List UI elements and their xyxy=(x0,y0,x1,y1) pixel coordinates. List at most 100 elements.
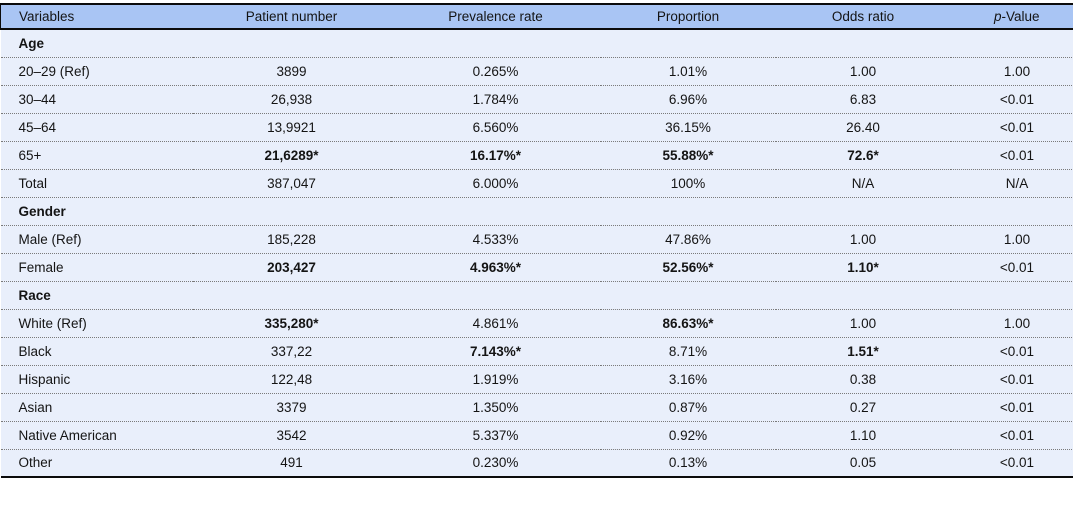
cell-p-value: 1.00 xyxy=(950,225,1073,254)
cell-proportion: 3.16% xyxy=(600,365,776,394)
cell-variables: Female xyxy=(0,253,193,282)
cell-p-value: <0.01 xyxy=(950,393,1073,422)
cell-proportion: 8.71% xyxy=(600,337,776,366)
table-row: Hispanic 122,48 1.919% 3.16% 0.38 <0.01 xyxy=(0,365,1073,394)
cell-prevalence-rate: 4.963%* xyxy=(390,253,601,282)
cell-prevalence-rate: 0.230% xyxy=(390,449,601,478)
cell-odds-ratio: 1.00 xyxy=(775,309,951,338)
column-header-variables: Variables xyxy=(0,3,193,30)
column-header-patient-number: Patient number xyxy=(192,3,391,30)
cell-prevalence-rate: 6.560% xyxy=(390,113,601,142)
table-row: Black 337,22 7.143%* 8.71% 1.51* <0.01 xyxy=(0,337,1073,366)
table-row: Other 491 0.230% 0.13% 0.05 <0.01 xyxy=(0,449,1073,478)
section-row-gender: Gender xyxy=(0,197,1073,226)
section-row-age: Age xyxy=(0,29,1073,58)
table-row: Female 203,427 4.963%* 52.56%* 1.10* <0.01 xyxy=(0,253,1073,282)
cell-patient-number: 21,6289* xyxy=(192,141,391,170)
table-body: Age 20–29 (Ref) 3899 0.265% 1.01% 1.00 1.00 30–… xyxy=(0,29,1073,478)
cell-p-value: 1.00 xyxy=(950,57,1073,86)
cell-patient-number: 387,047 xyxy=(192,169,391,198)
cell-odds-ratio: 1.00 xyxy=(775,57,951,86)
cell-p-value: <0.01 xyxy=(950,113,1073,142)
table-header: Variables Patient number Prevalence rate Pr… xyxy=(0,3,1073,30)
cell-p-value: 1.00 xyxy=(950,309,1073,338)
cell-proportion: 100% xyxy=(600,169,776,198)
cell-prevalence-rate: 16.17%* xyxy=(390,141,601,170)
table-row: Native American 3542 5.337% 0.92% 1.10 <0.01 xyxy=(0,421,1073,450)
cell-p-value: <0.01 xyxy=(950,141,1073,170)
cell-prevalence-rate: 1.919% xyxy=(390,365,601,394)
table-row: Total 387,047 6.000% 100% N/A N/A xyxy=(0,169,1073,198)
table-row: 30–44 26,938 1.784% 6.96% 6.83 <0.01 xyxy=(0,85,1073,114)
cell-proportion: 55.88%* xyxy=(600,141,776,170)
cell-odds-ratio: 0.38 xyxy=(775,365,951,394)
cell-variables: Asian xyxy=(0,393,193,422)
cell-p-value: <0.01 xyxy=(950,365,1073,394)
cell-odds-ratio: 1.10 xyxy=(775,421,951,450)
statistics-table-container: Variables Patient number Prevalence rate Pr… xyxy=(0,3,1073,478)
cell-proportion: 0.87% xyxy=(600,393,776,422)
cell-p-value: <0.01 xyxy=(950,337,1073,366)
cell-variables: Black xyxy=(0,337,193,366)
cell-variables: Other xyxy=(0,449,193,478)
cell-odds-ratio: 1.10* xyxy=(775,253,951,282)
table-row: 65+ 21,6289* 16.17%* 55.88%* 72.6* <0.01 xyxy=(0,141,1073,170)
cell-prevalence-rate: 7.143%* xyxy=(390,337,601,366)
cell-odds-ratio: 6.83 xyxy=(775,85,951,114)
cell-prevalence-rate: 4.533% xyxy=(390,225,601,254)
cell-patient-number: 26,938 xyxy=(192,85,391,114)
cell-odds-ratio: 72.6* xyxy=(775,141,951,170)
section-row-race: Race xyxy=(0,281,1073,310)
cell-proportion: 0.13% xyxy=(600,449,776,478)
cell-prevalence-rate: 5.337% xyxy=(390,421,601,450)
column-header-prevalence-rate: Prevalence rate xyxy=(390,3,601,30)
cell-prevalence-rate: 1.784% xyxy=(390,85,601,114)
cell-patient-number: 13,9921 xyxy=(192,113,391,142)
cell-proportion: 47.86% xyxy=(600,225,776,254)
cell-odds-ratio: 26.40 xyxy=(775,113,951,142)
cell-prevalence-rate: 6.000% xyxy=(390,169,601,198)
column-header-proportion: Proportion xyxy=(600,3,776,30)
cell-variables: White (Ref) xyxy=(0,309,193,338)
cell-odds-ratio: 0.05 xyxy=(775,449,951,478)
cell-p-value: <0.01 xyxy=(950,421,1073,450)
cell-p-value: N/A xyxy=(950,169,1073,198)
section-label-age: Age xyxy=(0,29,1073,58)
table-row: 45–64 13,9921 6.560% 36.15% 26.40 <0.01 xyxy=(0,113,1073,142)
table-row: White (Ref) 335,280* 4.861% 86.63%* 1.00 1.00 xyxy=(0,309,1073,338)
cell-patient-number: 3542 xyxy=(192,421,391,450)
cell-p-value: <0.01 xyxy=(950,449,1073,478)
cell-variables: 65+ xyxy=(0,141,193,170)
table-row: Asian 3379 1.350% 0.87% 0.27 <0.01 xyxy=(0,393,1073,422)
cell-odds-ratio: N/A xyxy=(775,169,951,198)
cell-variables: Hispanic xyxy=(0,365,193,394)
cell-prevalence-rate: 1.350% xyxy=(390,393,601,422)
cell-patient-number: 122,48 xyxy=(192,365,391,394)
cell-variables: Total xyxy=(0,169,193,198)
cell-variables: 20–29 (Ref) xyxy=(0,57,193,86)
section-label-gender: Gender xyxy=(0,197,1073,226)
cell-p-value: <0.01 xyxy=(950,85,1073,114)
table-row: Male (Ref) 185,228 4.533% 47.86% 1.00 1.00 xyxy=(0,225,1073,254)
cell-patient-number: 3899 xyxy=(192,57,391,86)
cell-patient-number: 335,280* xyxy=(192,309,391,338)
cell-prevalence-rate: 0.265% xyxy=(390,57,601,86)
cell-patient-number: 203,427 xyxy=(192,253,391,282)
prevalence-statistics-table: Variables Patient number Prevalence rate Pr… xyxy=(0,3,1073,478)
cell-proportion: 1.01% xyxy=(600,57,776,86)
header-row: Variables Patient number Prevalence rate Pr… xyxy=(0,3,1073,30)
cell-patient-number: 491 xyxy=(192,449,391,478)
cell-proportion: 52.56%* xyxy=(600,253,776,282)
table-row: 20–29 (Ref) 3899 0.265% 1.01% 1.00 1.00 xyxy=(0,57,1073,86)
cell-proportion: 0.92% xyxy=(600,421,776,450)
cell-prevalence-rate: 4.861% xyxy=(390,309,601,338)
cell-patient-number: 337,22 xyxy=(192,337,391,366)
cell-patient-number: 185,228 xyxy=(192,225,391,254)
cell-odds-ratio: 0.27 xyxy=(775,393,951,422)
cell-odds-ratio: 1.51* xyxy=(775,337,951,366)
cell-proportion: 6.96% xyxy=(600,85,776,114)
cell-patient-number: 3379 xyxy=(192,393,391,422)
column-header-p-value: p-Value xyxy=(950,3,1073,30)
column-header-odds-ratio: Odds ratio xyxy=(775,3,951,30)
cell-variables: Native American xyxy=(0,421,193,450)
